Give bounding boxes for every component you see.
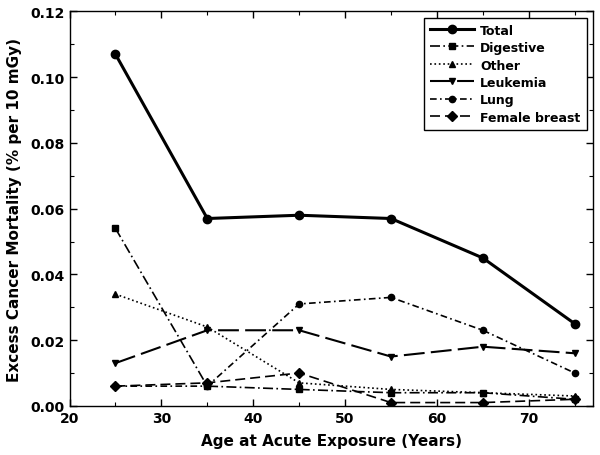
Leukemia bbox=[388, 354, 395, 359]
Line: Female breast: Female breast bbox=[112, 370, 578, 406]
Line: Other: Other bbox=[112, 291, 578, 399]
Y-axis label: Excess Cancer Mortality (% per 10 mGy): Excess Cancer Mortality (% per 10 mGy) bbox=[7, 38, 22, 381]
Lung bbox=[203, 384, 211, 389]
Total bbox=[571, 321, 578, 327]
Lung bbox=[112, 384, 119, 389]
Female breast bbox=[479, 400, 487, 405]
Line: Total: Total bbox=[111, 51, 579, 328]
Female breast bbox=[296, 370, 303, 376]
Other bbox=[479, 390, 487, 395]
Other bbox=[571, 394, 578, 399]
Female breast bbox=[571, 397, 578, 402]
Total bbox=[479, 256, 487, 261]
Leukemia bbox=[296, 328, 303, 333]
Line: Digestive: Digestive bbox=[112, 225, 578, 403]
Other bbox=[388, 387, 395, 392]
Total bbox=[388, 216, 395, 222]
Digestive bbox=[571, 397, 578, 402]
Leukemia bbox=[479, 344, 487, 349]
Digestive bbox=[203, 384, 211, 389]
Female breast bbox=[112, 384, 119, 389]
Other bbox=[203, 324, 211, 330]
Leukemia bbox=[203, 328, 211, 333]
Female breast bbox=[388, 400, 395, 405]
Lung bbox=[479, 328, 487, 333]
Leukemia bbox=[571, 351, 578, 356]
Digestive bbox=[388, 390, 395, 395]
Digestive bbox=[479, 390, 487, 395]
Total bbox=[296, 213, 303, 218]
Total bbox=[203, 216, 211, 222]
Other bbox=[296, 380, 303, 386]
Lung bbox=[388, 295, 395, 300]
Legend: Total, Digestive, Other, Leukemia, Lung, Female breast: Total, Digestive, Other, Leukemia, Lung,… bbox=[424, 19, 587, 131]
Other bbox=[112, 292, 119, 297]
Line: Lung: Lung bbox=[112, 295, 578, 389]
Lung bbox=[571, 370, 578, 376]
X-axis label: Age at Acute Exposure (Years): Age at Acute Exposure (Years) bbox=[201, 433, 462, 448]
Digestive bbox=[296, 387, 303, 392]
Digestive bbox=[112, 226, 119, 232]
Leukemia bbox=[112, 361, 119, 366]
Line: Leukemia: Leukemia bbox=[112, 327, 578, 367]
Total bbox=[112, 52, 119, 58]
Lung bbox=[296, 302, 303, 307]
Female breast bbox=[203, 380, 211, 386]
